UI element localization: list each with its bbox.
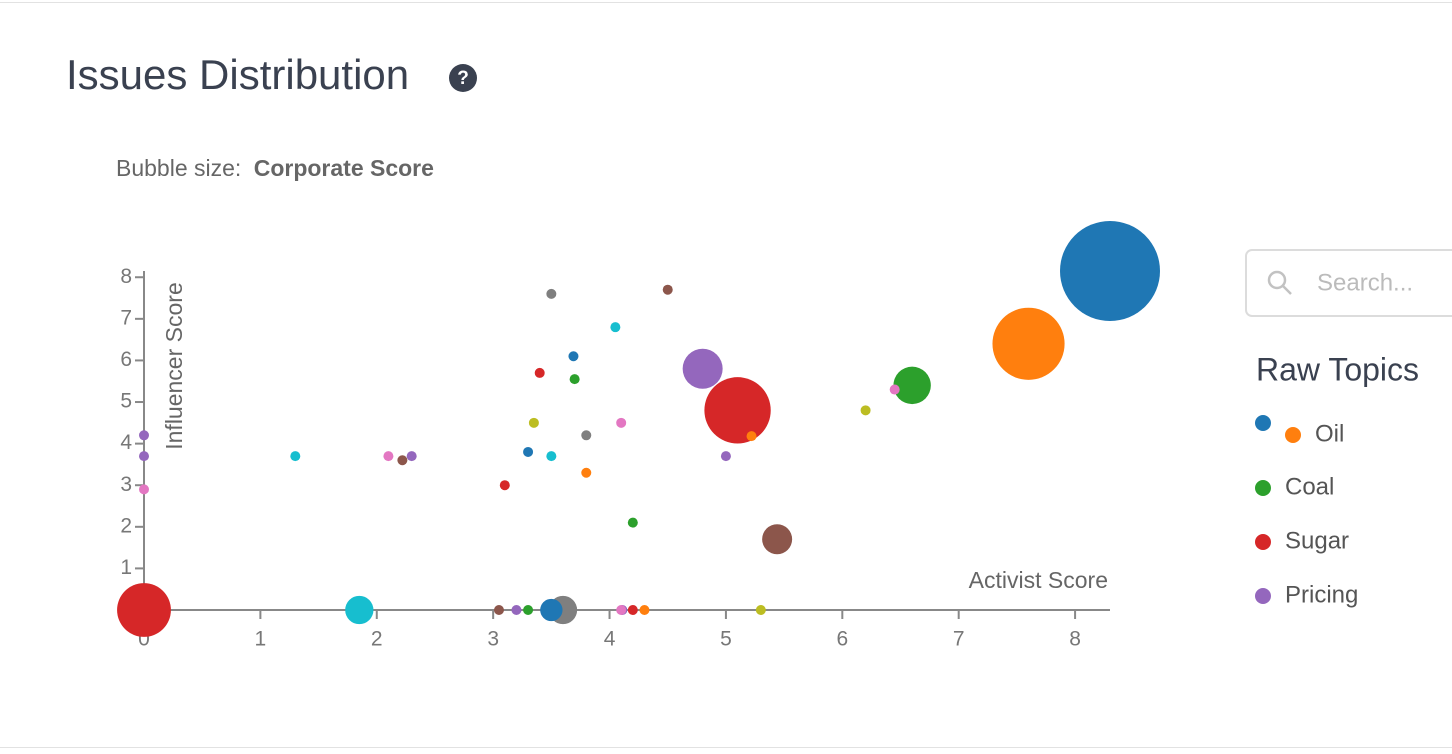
bubble[interactable]: [568, 351, 579, 362]
bubble[interactable]: [992, 307, 1065, 380]
y-tick-label: 8: [120, 265, 132, 288]
x-axis-label: Activist Score: [969, 567, 1108, 593]
size-caption: Bubble size: Corporate Score: [116, 155, 434, 181]
bubble[interactable]: [523, 446, 534, 457]
bubble[interactable]: [893, 366, 931, 405]
bubble[interactable]: [860, 405, 871, 416]
bubble[interactable]: [610, 322, 621, 333]
bubble[interactable]: [1060, 221, 1160, 321]
bubble[interactable]: [682, 348, 723, 389]
help-icon[interactable]: ?: [449, 64, 477, 92]
bubble[interactable]: [581, 430, 592, 441]
bubble[interactable]: [720, 451, 731, 462]
legend-marker[interactable]: [1255, 534, 1271, 550]
x-tick-label: 3: [487, 628, 499, 651]
y-tick-label: 3: [120, 473, 132, 496]
bubble[interactable]: [639, 605, 650, 615]
bubble[interactable]: [540, 598, 563, 622]
x-tick-label: 4: [604, 628, 616, 651]
legend-title: Raw Topics: [1256, 351, 1419, 387]
x-tick-label: 8: [1069, 628, 1081, 651]
y-tick-label: 6: [120, 348, 132, 371]
bubble[interactable]: [616, 417, 627, 428]
bubble[interactable]: [704, 377, 771, 444]
bubble[interactable]: [546, 288, 557, 299]
y-axis-label: Influencer Score: [161, 282, 187, 449]
legend-label[interactable]: Sugar: [1285, 527, 1349, 554]
bubble[interactable]: [406, 451, 417, 462]
legend-marker[interactable]: [1285, 427, 1301, 443]
x-tick-label: 7: [953, 628, 965, 651]
size-label: Bubble size:: [116, 155, 241, 181]
bubble[interactable]: [139, 484, 149, 495]
legend-label[interactable]: Oil: [1315, 420, 1344, 447]
search-box[interactable]: Search...: [1245, 249, 1452, 317]
bubble[interactable]: [762, 524, 793, 555]
size-field: Corporate Score: [254, 155, 434, 181]
bubble[interactable]: [755, 605, 766, 615]
y-tick-label: 2: [120, 514, 132, 537]
bubble[interactable]: [662, 284, 673, 295]
y-tick-label: 1: [120, 556, 132, 579]
bubble[interactable]: [746, 431, 757, 442]
bubble[interactable]: [523, 605, 534, 615]
bubble[interactable]: [493, 605, 504, 615]
x-tick-label: 0: [138, 628, 150, 651]
x-tick-label: 6: [836, 628, 848, 651]
x-tick-label: 5: [720, 628, 732, 651]
legend-marker[interactable]: [1255, 415, 1271, 431]
bubble[interactable]: [345, 595, 374, 625]
bubble[interactable]: [383, 451, 394, 462]
bubble[interactable]: [534, 367, 545, 378]
legend-marker[interactable]: [1255, 480, 1271, 496]
bubble[interactable]: [528, 417, 539, 428]
search-placeholder: Search...: [1317, 269, 1413, 296]
bubble[interactable]: [117, 583, 171, 637]
bubble[interactable]: [290, 451, 301, 462]
svg-text:?: ?: [457, 68, 469, 89]
y-tick-label: 5: [120, 390, 132, 413]
chart-title: Issues Distribution: [66, 51, 409, 98]
bubble[interactable]: [616, 605, 627, 615]
y-tick-label: 4: [120, 431, 132, 454]
legend-marker[interactable]: [1255, 588, 1271, 604]
bubble[interactable]: [627, 517, 638, 528]
bubble[interactable]: [499, 480, 510, 491]
bubble[interactable]: [546, 451, 557, 462]
chart: Issues Distribution ? Bubble size: Corpo…: [66, 51, 1452, 651]
y-tick-label: 7: [120, 306, 132, 329]
bubble[interactable]: [139, 430, 149, 441]
bubble[interactable]: [581, 467, 592, 478]
legend-label[interactable]: Coal: [1285, 473, 1334, 500]
bubble[interactable]: [139, 451, 149, 462]
bubble[interactable]: [569, 374, 580, 385]
bubble[interactable]: [889, 384, 900, 395]
x-tick-label: 1: [255, 628, 267, 651]
bubble[interactable]: [627, 605, 638, 615]
bubble[interactable]: [511, 605, 522, 615]
legend-label[interactable]: Pricing: [1285, 581, 1358, 608]
bubble[interactable]: [397, 455, 408, 466]
x-tick-label: 2: [371, 628, 383, 651]
